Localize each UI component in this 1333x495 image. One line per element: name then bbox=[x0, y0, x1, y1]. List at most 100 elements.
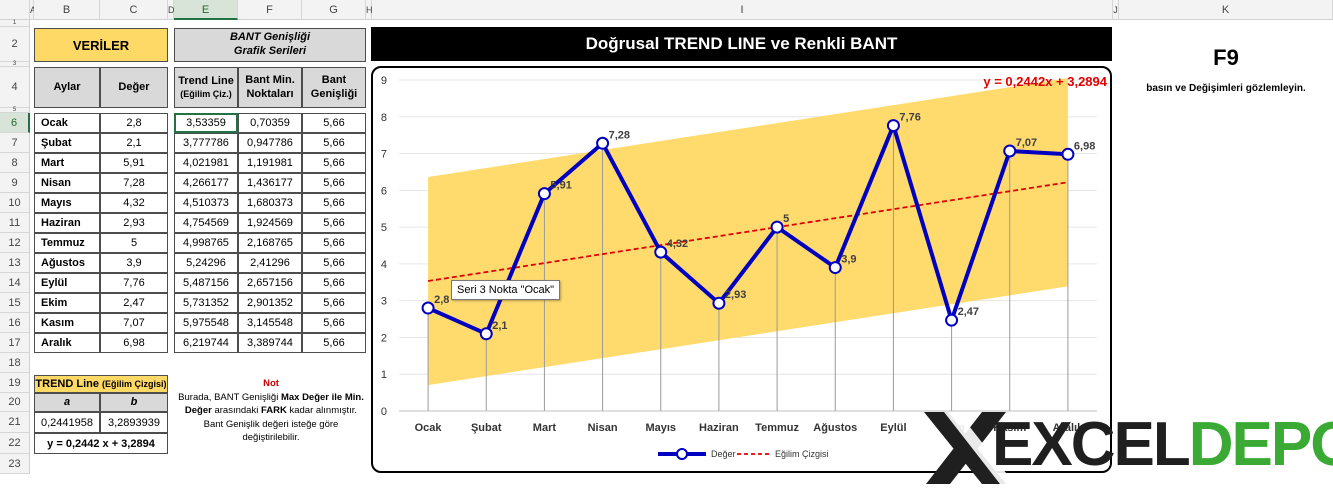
cell-deger-3[interactable]: 5,91 bbox=[100, 153, 168, 173]
column-header-j[interactable]: J bbox=[1113, 0, 1119, 20]
column-header-e[interactable]: E bbox=[174, 0, 238, 20]
cell-ay-7[interactable]: Temmuz bbox=[34, 233, 100, 253]
row-header-10[interactable]: 10 bbox=[0, 193, 30, 213]
cell-trend-2[interactable]: 3,777786 bbox=[174, 133, 238, 153]
cell-ay-12[interactable]: Aralık bbox=[34, 333, 100, 353]
trend-a-value[interactable]: 0,2441958 bbox=[34, 412, 100, 433]
column-header-d[interactable]: D bbox=[168, 0, 175, 20]
column-header-i[interactable]: I bbox=[372, 0, 1113, 20]
cell-gen-2[interactable]: 5,66 bbox=[302, 133, 366, 153]
row-header-12[interactable]: 12 bbox=[0, 233, 30, 253]
cell-gen-7[interactable]: 5,66 bbox=[302, 233, 366, 253]
cell-gen-3[interactable]: 5,66 bbox=[302, 153, 366, 173]
cell-trend-8[interactable]: 5,24296 bbox=[174, 253, 238, 273]
cell-ay-2[interactable]: Şubat bbox=[34, 133, 100, 153]
cell-min-5[interactable]: 1,680373 bbox=[238, 193, 302, 213]
cell-gen-12[interactable]: 5,66 bbox=[302, 333, 366, 353]
cell-ay-4[interactable]: Nisan bbox=[34, 173, 100, 193]
cell-deger-4[interactable]: 7,28 bbox=[100, 173, 168, 193]
cell-gen-5[interactable]: 5,66 bbox=[302, 193, 366, 213]
cell-min-7[interactable]: 2,168765 bbox=[238, 233, 302, 253]
cell-ay-8[interactable]: Ağustos bbox=[34, 253, 100, 273]
cell-gen-6[interactable]: 5,66 bbox=[302, 213, 366, 233]
row-header-8[interactable]: 8 bbox=[0, 153, 30, 173]
cell-min-3[interactable]: 1,191981 bbox=[238, 153, 302, 173]
select-all-corner[interactable] bbox=[0, 0, 30, 20]
column-header-k[interactable]: K bbox=[1119, 0, 1333, 20]
cell-gen-1[interactable]: 5,66 bbox=[302, 113, 366, 133]
row-header-2[interactable]: 2 bbox=[0, 27, 30, 62]
cell-trend-4[interactable]: 4,266177 bbox=[174, 173, 238, 193]
row-header-17[interactable]: 17 bbox=[0, 333, 30, 353]
cell-min-10[interactable]: 2,901352 bbox=[238, 293, 302, 313]
cell-deger-1[interactable]: 2,8 bbox=[100, 113, 168, 133]
cell-deger-5[interactable]: 4,32 bbox=[100, 193, 168, 213]
row-header-4[interactable]: 4 bbox=[0, 67, 30, 108]
row-header-14[interactable]: 14 bbox=[0, 273, 30, 293]
row-header-15[interactable]: 15 bbox=[0, 293, 30, 313]
cell-min-9[interactable]: 2,657156 bbox=[238, 273, 302, 293]
cell-ay-10[interactable]: Ekim bbox=[34, 293, 100, 313]
cell-ay-11[interactable]: Kasım bbox=[34, 313, 100, 333]
row-header-23[interactable]: 23 bbox=[0, 454, 30, 474]
cell-trend-7[interactable]: 4,998765 bbox=[174, 233, 238, 253]
cell-min-6[interactable]: 1,924569 bbox=[238, 213, 302, 233]
cell-ay-5[interactable]: Mayıs bbox=[34, 193, 100, 213]
row-header-13[interactable]: 13 bbox=[0, 253, 30, 273]
cell-deger-2[interactable]: 2,1 bbox=[100, 133, 168, 153]
cell-ay-6[interactable]: Haziran bbox=[34, 213, 100, 233]
column-header-a[interactable]: A bbox=[30, 0, 36, 20]
cell-trend-11[interactable]: 5,975548 bbox=[174, 313, 238, 333]
row-header-11[interactable]: 11 bbox=[0, 213, 30, 233]
row-header-20[interactable]: 20 bbox=[0, 393, 30, 412]
cell-min-4[interactable]: 1,436177 bbox=[238, 173, 302, 193]
trend-chart[interactable]: 0 1 2 3 4 5 6 7 8 9 Ocak Şubat Mart Nisan Mayıs Haziran… bbox=[371, 66, 1112, 473]
row-header-9[interactable]: 9 bbox=[0, 173, 30, 193]
column-header-c[interactable]: C bbox=[100, 0, 168, 20]
cell-deger-10[interactable]: 2,47 bbox=[100, 293, 168, 313]
cell-trend-1[interactable]: 3,53359 bbox=[174, 113, 238, 133]
column-header-g[interactable]: G bbox=[302, 0, 366, 20]
cell-ay-9[interactable]: Eylül bbox=[34, 273, 100, 293]
cell-deger-7[interactable]: 5 bbox=[100, 233, 168, 253]
cell-trend-5[interactable]: 4,510373 bbox=[174, 193, 238, 213]
row-header-16[interactable]: 16 bbox=[0, 313, 30, 333]
row-header-5[interactable]: 5 bbox=[0, 107, 30, 113]
cell-trend-12[interactable]: 6,219744 bbox=[174, 333, 238, 353]
cell-deger-6[interactable]: 2,93 bbox=[100, 213, 168, 233]
cell-gen-8[interactable]: 5,66 bbox=[302, 253, 366, 273]
cell-ay-1[interactable]: Ocak bbox=[34, 113, 100, 133]
cell-gen-4[interactable]: 5,66 bbox=[302, 173, 366, 193]
row-header-22[interactable]: 22 bbox=[0, 433, 30, 454]
trend-formula[interactable]: y = 0,2442 x + 3,2894 bbox=[34, 433, 168, 454]
cell-min-11[interactable]: 3,145548 bbox=[238, 313, 302, 333]
cell-min-1[interactable]: 0,70359 bbox=[238, 113, 302, 133]
row-header-3[interactable]: 3 bbox=[0, 61, 30, 67]
cell-deger-8[interactable]: 3,9 bbox=[100, 253, 168, 273]
cell-min-8[interactable]: 2,41296 bbox=[238, 253, 302, 273]
row-header-6[interactable]: 6 bbox=[0, 113, 30, 133]
cell-deger-11[interactable]: 7,07 bbox=[100, 313, 168, 333]
column-header-h[interactable]: H bbox=[366, 0, 373, 20]
row-header-18[interactable]: 18 bbox=[0, 353, 30, 373]
row-header-7[interactable]: 7 bbox=[0, 133, 30, 153]
cell-gen-9[interactable]: 5,66 bbox=[302, 273, 366, 293]
trend-b-value[interactable]: 3,2893939 bbox=[100, 412, 168, 433]
row-header-21[interactable]: 21 bbox=[0, 412, 30, 433]
cell-trend-6[interactable]: 4,754569 bbox=[174, 213, 238, 233]
row-header-1[interactable]: 1 bbox=[0, 20, 30, 27]
cell-gen-11[interactable]: 5,66 bbox=[302, 313, 366, 333]
cell-ay-3[interactable]: Mart bbox=[34, 153, 100, 173]
cell-min-12[interactable]: 3,389744 bbox=[238, 333, 302, 353]
column-header-f[interactable]: F bbox=[238, 0, 302, 20]
cell-trend-10[interactable]: 5,731352 bbox=[174, 293, 238, 313]
cell-min-2[interactable]: 0,947786 bbox=[238, 133, 302, 153]
cell-trend-3[interactable]: 4,021981 bbox=[174, 153, 238, 173]
cell-deger-12[interactable]: 6,98 bbox=[100, 333, 168, 353]
cell-trend-9[interactable]: 5,487156 bbox=[174, 273, 238, 293]
note-title: Not bbox=[263, 378, 279, 389]
column-header-b[interactable]: B bbox=[34, 0, 100, 20]
row-header-19[interactable]: 19 bbox=[0, 373, 30, 393]
cell-deger-9[interactable]: 7,76 bbox=[100, 273, 168, 293]
cell-gen-10[interactable]: 5,66 bbox=[302, 293, 366, 313]
